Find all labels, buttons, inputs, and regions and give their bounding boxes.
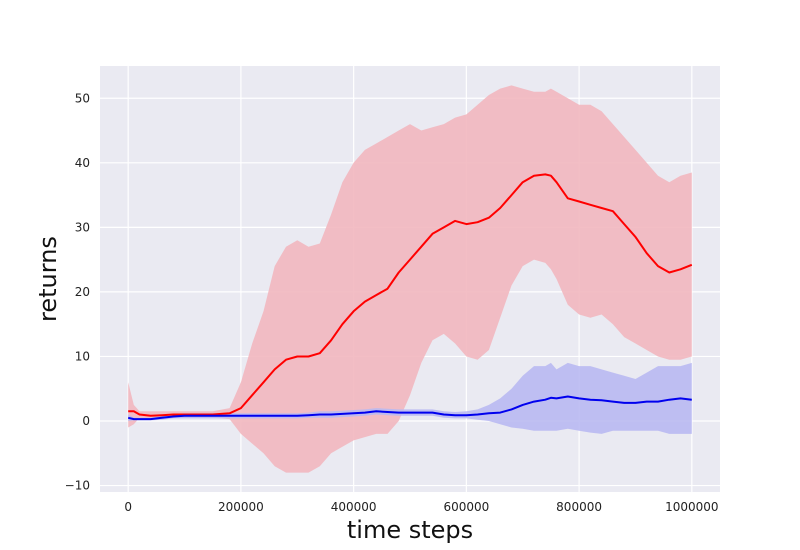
x-tick-label: 800000 [556, 500, 602, 514]
y-tick-label: 30 [75, 220, 90, 234]
series-lines [127, 173, 693, 421]
y-tick-label: 50 [75, 91, 90, 105]
y-tick-label: 10 [75, 349, 90, 363]
x-tick-label: 600000 [443, 500, 489, 514]
x-tick-label: 400000 [331, 500, 377, 514]
x-tick-label: 1000000 [665, 500, 718, 514]
y-axis-label: returns [34, 236, 62, 322]
y-tick-label: 0 [82, 414, 90, 428]
red-series-line [128, 173, 693, 417]
x-tick-label: 200000 [218, 500, 264, 514]
x-axis-label: time steps [347, 516, 473, 544]
blue-series-line [127, 395, 692, 421]
x-tick-label: 0 [124, 500, 132, 514]
x-tick-labels: 0 200000 400000 600000 800000 1000000 [124, 500, 718, 514]
y-tick-label: 20 [75, 285, 90, 299]
y-tick-labels: −10 0 10 20 30 40 50 [65, 91, 90, 492]
y-tick-label: 40 [75, 156, 90, 170]
y-tick-label: −10 [65, 479, 90, 493]
